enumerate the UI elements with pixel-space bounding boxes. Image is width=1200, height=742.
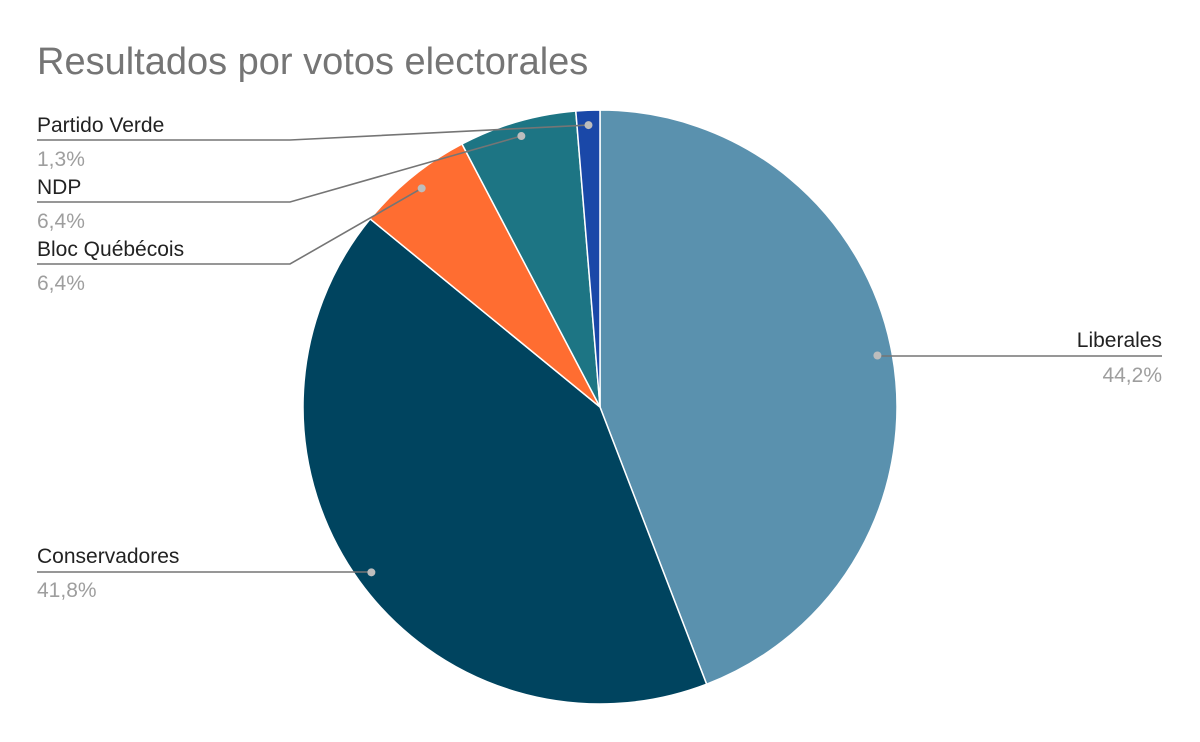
pie-slices <box>302 109 898 705</box>
slice-value-label: 1,3% <box>37 148 85 171</box>
pie-slice-conservadores <box>302 217 708 705</box>
slice-value-label: 41,8% <box>37 579 97 602</box>
leader-dot <box>873 351 882 360</box>
slice-value-label: 44,2% <box>1102 364 1162 387</box>
leader-dot <box>417 184 426 193</box>
pie-labels: Liberales 44,2% Conservadores 41,8% Bloc Qué… <box>37 114 1162 602</box>
leader-dot <box>367 568 376 577</box>
leader-dot <box>584 121 593 130</box>
pie-slice-liberales <box>599 109 898 686</box>
leader-line <box>37 124 589 141</box>
slice-value-label: 6,4% <box>37 210 85 233</box>
slice-label: NDP <box>37 176 81 199</box>
leader-dot <box>517 132 526 141</box>
leader-line <box>877 354 1162 357</box>
pie-slice-partido-verde <box>574 109 601 408</box>
slice-label: Bloc Québécois <box>37 238 184 261</box>
leader-line <box>37 187 423 265</box>
slice-label: Liberales <box>1077 329 1162 352</box>
chart-title: Resultados por votos electorales <box>37 41 588 83</box>
slice-value-label: 6,4% <box>37 272 85 295</box>
slice-label: Conservadores <box>37 545 179 568</box>
leader-line <box>37 135 522 203</box>
pie-slice-ndp <box>460 110 601 408</box>
slice-label: Partido Verde <box>37 114 164 137</box>
